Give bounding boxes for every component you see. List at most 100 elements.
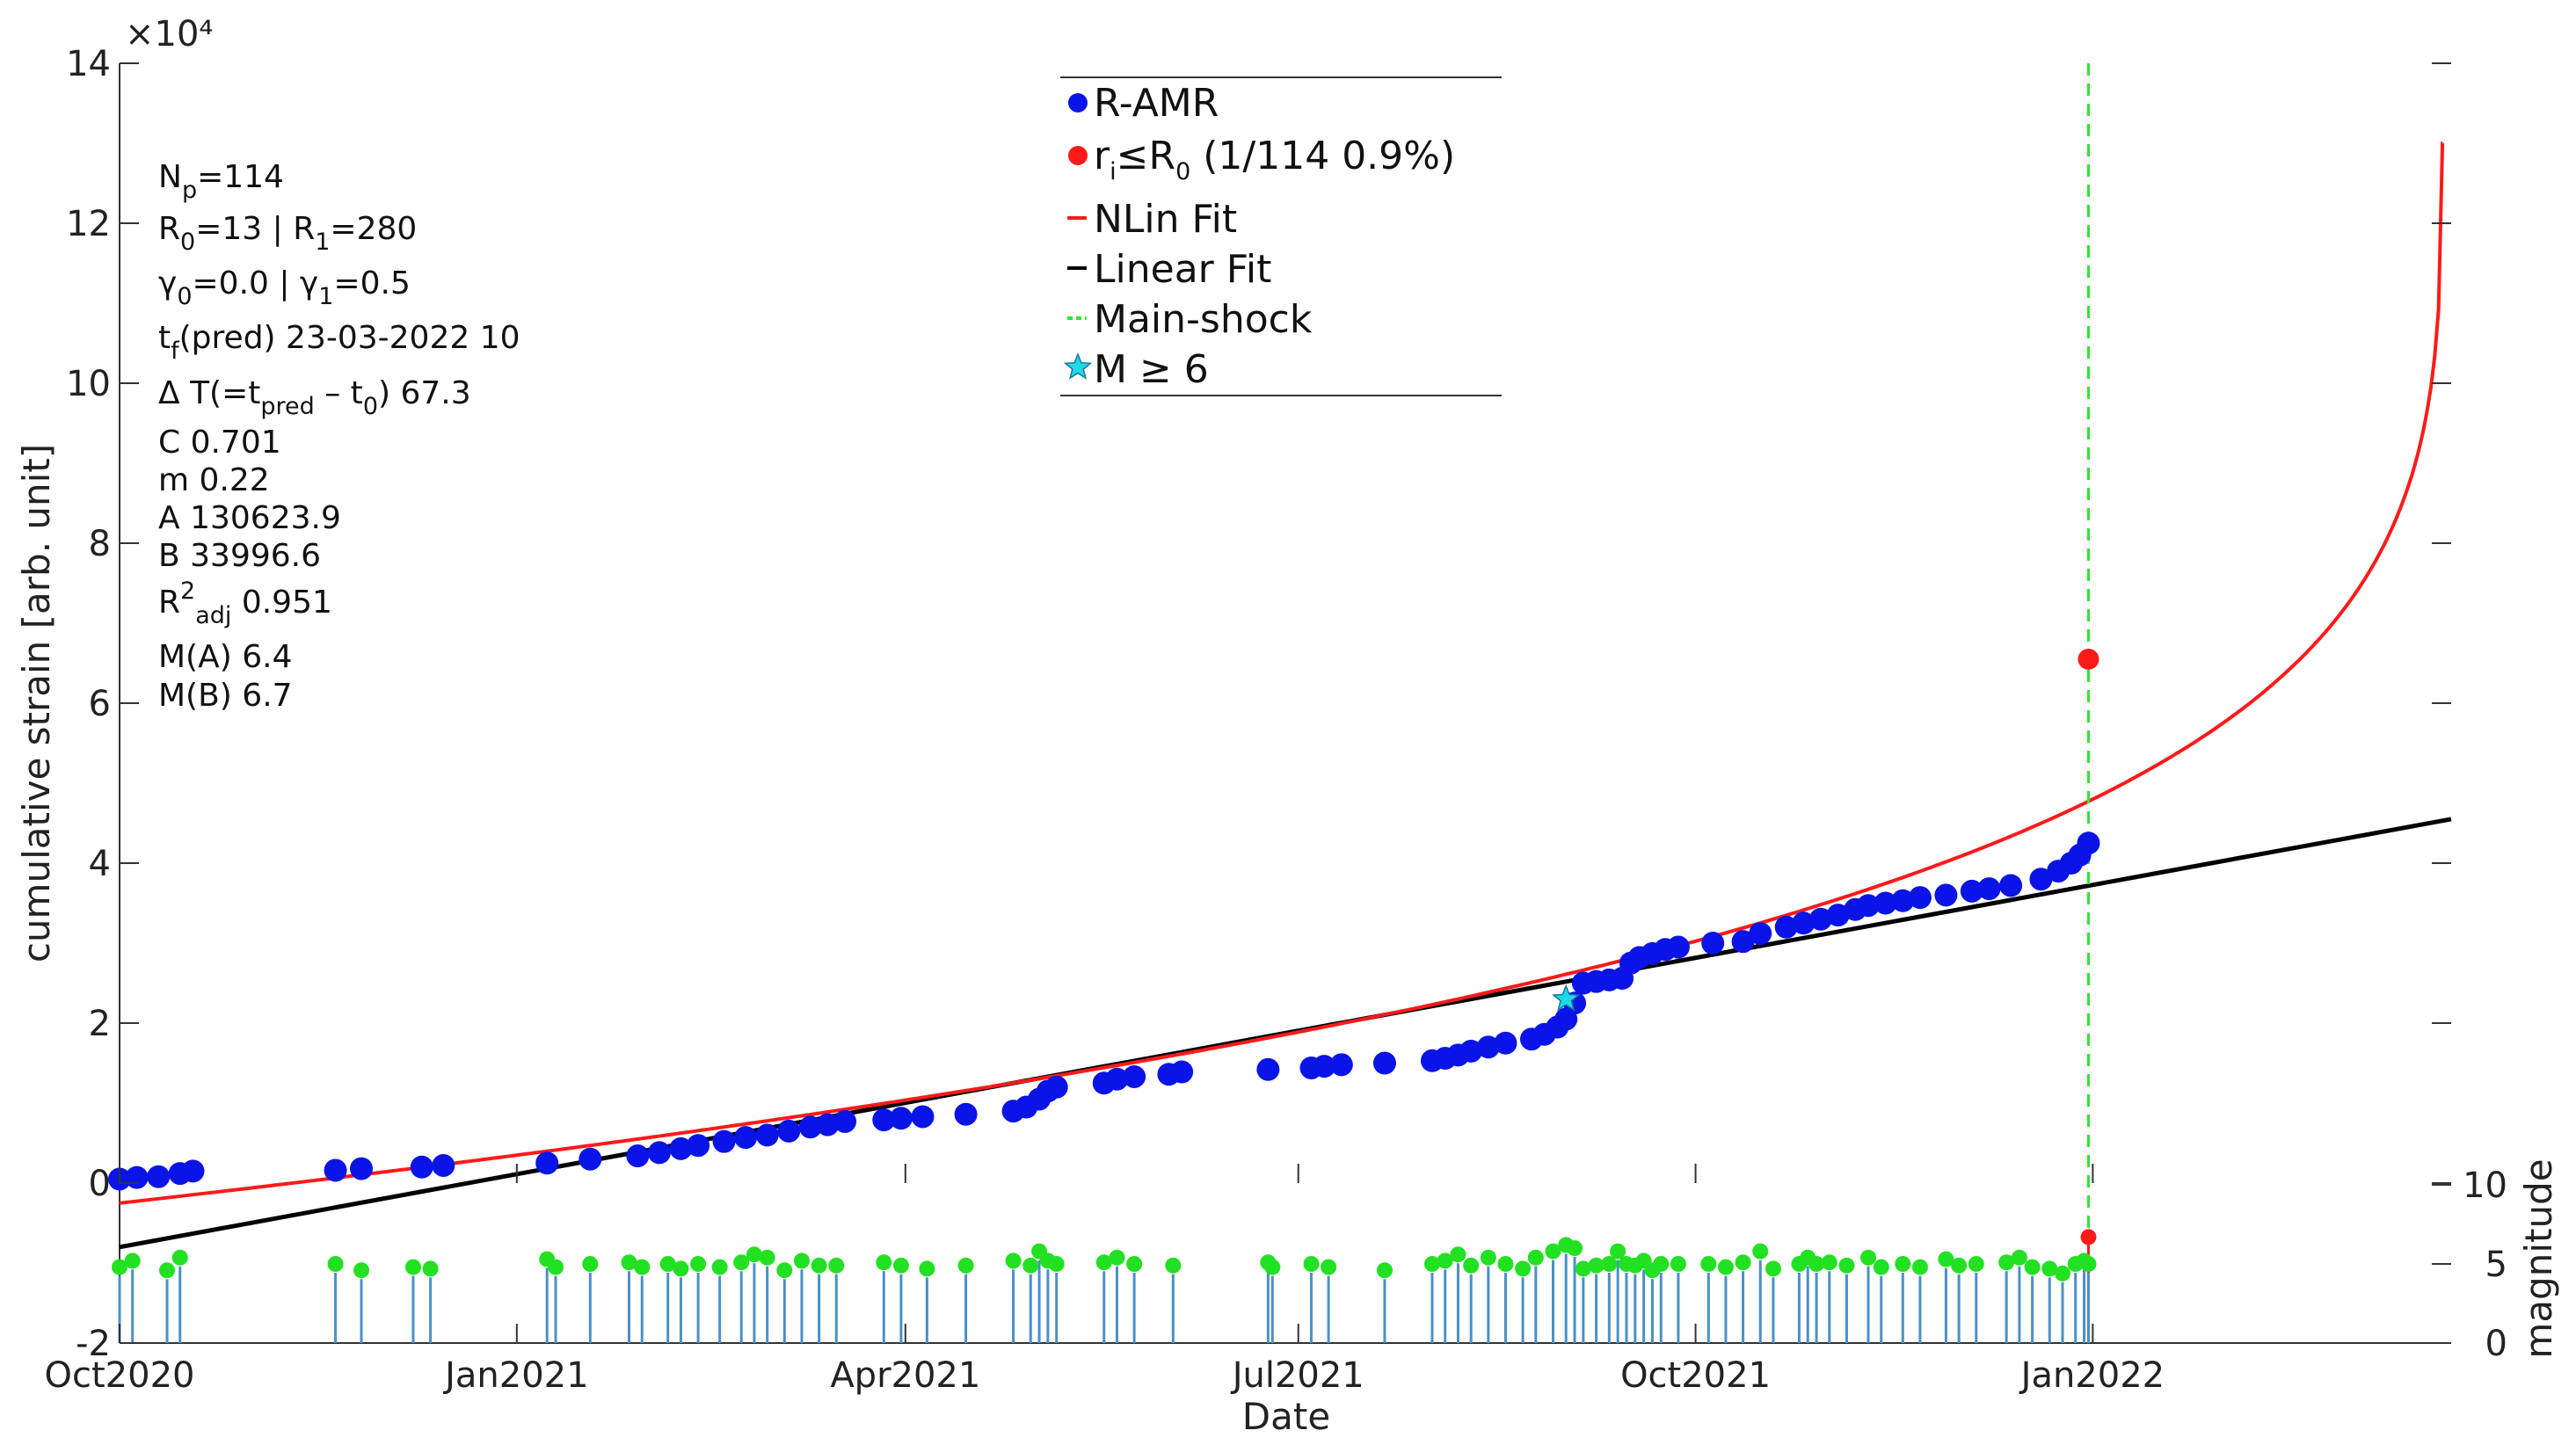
ramr-point [777,1119,801,1143]
magnitude-point [1005,1253,1022,1269]
legend-label-lin: Linear Fit [1094,247,1271,292]
magnitude-point [1838,1257,1855,1274]
x-tick-label: Jul2021 [1230,1355,1364,1396]
stat-line: M(B) 6.7 [158,678,293,714]
magnitude-point [327,1256,344,1272]
ramr-point [1701,932,1725,955]
magnitude-point [1735,1254,1751,1271]
magnitude-point [1938,1251,1954,1267]
magnitude-points [112,1229,2097,1282]
ramr-point [1044,1075,1068,1099]
ramr-point [1105,1067,1129,1091]
stat-line: Δ T(=tpred – t0) 67.3 [158,375,471,420]
stat-line: Np=114 [158,159,284,204]
magnitude-point [1567,1240,1583,1256]
magnitude-point [673,1260,689,1277]
magnitude-point [1463,1257,1480,1274]
y-tick-label: 4 [89,844,111,884]
magnitude-point [746,1246,762,1263]
magnitude-point [1670,1256,1686,1272]
stat-line: C 0.701 [158,425,281,461]
ramr-point [1494,1031,1517,1055]
magnitude-point [659,1256,676,1272]
magnitude-point [112,1259,127,1275]
magnitude-point [1998,1254,2015,1271]
ramr-point [1123,1064,1146,1088]
magnitude-point [1376,1262,1393,1279]
magnitude-point [957,1257,974,1274]
ramr-point [1170,1060,1194,1084]
magnitude-point [1095,1254,1112,1271]
magnitude-point [548,1259,564,1275]
magnitude-point [1527,1249,1544,1266]
magnitude-point [1303,1256,1320,1272]
x-tick-label: Oct2021 [1620,1355,1771,1396]
ramr-point [432,1153,455,1177]
x-axis-label: Date [1242,1395,1330,1438]
magnitude-point [2055,1265,2070,1282]
ramr-point [1908,886,1932,910]
stat-line: tf(pred) 23-03-2022 10 [158,320,520,365]
ramr-point [1977,877,2001,901]
m6-star-marker [1552,984,1581,1012]
magnitude-point [621,1254,637,1271]
nonlinear-fit-line [119,142,2445,1205]
magnitude-point [2024,1259,2041,1275]
stat-line: γ0=0.0 | γ1=0.5 [158,265,411,310]
magnitude-point [1968,1256,1984,1272]
magnitude-point [1480,1249,1496,1266]
magnitude-point [1653,1256,1670,1272]
magnitude-point [404,1259,421,1275]
ramr-point [734,1126,758,1150]
ramr-point [1459,1039,1483,1063]
y-tick-label: 8 [89,524,111,564]
magnitude-point [1165,1257,1182,1274]
stat-line: R0=13 | R1=280 [158,211,417,256]
magnitude-point [690,1256,707,1272]
magnitude-point [1873,1259,1889,1275]
legend-label-ri: ri≤R0 (1/114 0.9%) [1094,134,1455,185]
ramr-point [1476,1035,1500,1059]
magnitude-point [793,1253,810,1269]
ramr-point [669,1136,693,1160]
ramr-point [755,1123,779,1147]
magnitude-point [171,1249,188,1266]
y2-tick-label: 0 [2485,1324,2507,1364]
magnitude-point [711,1259,728,1275]
stat-line: R2adj 0.951 [158,577,332,629]
stat-line: M(A) 6.4 [158,639,292,675]
y-tick-label: 12 [66,204,111,244]
magnitude-point [1895,1256,1911,1272]
ramr-point [1857,894,1880,918]
legend-label-m6: M ≥ 6 [1094,347,1209,392]
magnitude-point [1700,1256,1717,1272]
magnitude-point [159,1262,176,1279]
ri-le-r0-point [2078,648,2099,670]
magnitude-point [422,1260,439,1277]
legend-label-ramr: R-AMR [1094,81,1219,126]
x-tick-label: Apr2021 [830,1355,980,1396]
y-exponent-label: ×10⁴ [125,14,213,54]
magnitude-point [1264,1259,1281,1275]
legend-marker-m6 [1063,352,1093,380]
magnitude-point [124,1253,141,1269]
ramr-point [1666,935,1690,959]
legend-marker-ramr [1068,93,1088,113]
magnitude-point [1515,1260,1532,1277]
magnitude-point [2011,1249,2027,1266]
ramr-point [579,1147,602,1171]
magnitude-point [811,1257,827,1274]
x-tick-label: Jan2022 [2019,1355,2165,1396]
ramr-point [798,1115,822,1139]
magnitude-point [1610,1243,1626,1260]
y-tick-label: 0 [89,1164,111,1204]
magnitude-point [1860,1249,1876,1266]
ramr-point [1999,874,2023,897]
ramr-point [1891,889,1915,912]
ramr-point [1749,922,1772,946]
ramr-point [1960,879,1983,903]
magnitude-point [1821,1254,1837,1271]
magnitude-point [919,1260,935,1277]
magnitude-point [1717,1259,1734,1275]
special-markers [1552,648,2099,1012]
